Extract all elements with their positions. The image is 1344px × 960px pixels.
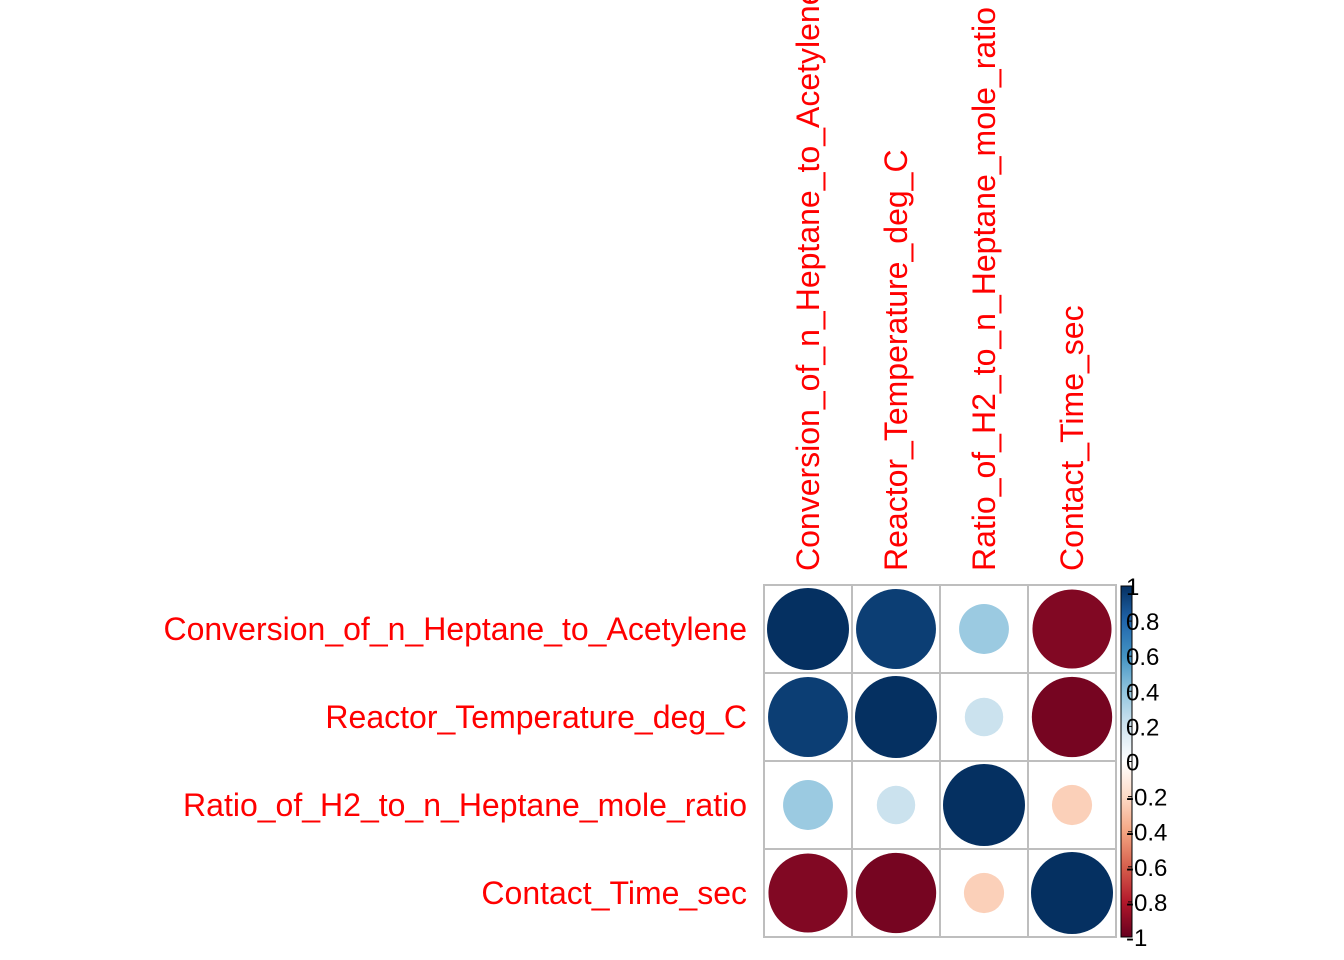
- colorbar-tick-label: -0.8: [1126, 890, 1167, 917]
- correlation-circle: [1031, 676, 1113, 758]
- correlation-circle: [767, 588, 849, 670]
- correlation-circle: [1031, 852, 1113, 934]
- correlation-circle: [856, 589, 936, 669]
- row-labels: Conversion_of_n_Heptane_to_Acetylene Reac…: [163, 611, 747, 911]
- row-label: Conversion_of_n_Heptane_to_Acetylene: [163, 611, 747, 647]
- color-legend: 1 0.8 0.6 0.4 0.2 0 -0.2 -0.4 -0.6 -0.8 -1: [1120, 574, 1167, 952]
- row-label: Contact_Time_sec: [481, 875, 747, 911]
- row-label: Reactor_Temperature_deg_C: [325, 699, 747, 735]
- correlation-circle: [964, 697, 1004, 737]
- colorbar-tick-label: 0.4: [1126, 679, 1159, 706]
- correlation-circle: [768, 853, 848, 933]
- correlation-circle: [943, 764, 1025, 846]
- column-label: Reactor_Temperature_deg_C: [878, 149, 914, 571]
- column-label: Contact_Time_sec: [1054, 305, 1090, 571]
- correlation-circle: [1051, 784, 1093, 826]
- correlation-circle: [783, 780, 833, 830]
- row-label: Ratio_of_H2_to_n_Heptane_mole_ratio: [183, 787, 747, 823]
- correlation-circle: [963, 872, 1005, 914]
- colorbar-tick-label: -0.4: [1126, 820, 1167, 847]
- colorbar-tick-label: 0: [1126, 750, 1139, 777]
- colorbar-tick-label: 0.8: [1126, 609, 1159, 636]
- correlation-circle: [855, 852, 937, 934]
- column-label: Conversion_of_n_Heptane_to_Acetylene: [790, 0, 826, 571]
- correlation-circle: [1032, 589, 1112, 669]
- correlation-circle: [959, 604, 1009, 654]
- column-label: Ratio_of_H2_to_n_Heptane_mole_ratio: [966, 7, 1002, 571]
- correlation-circle: [876, 785, 916, 825]
- colorbar-tick-label: -0.2: [1126, 785, 1167, 812]
- correlation-matrix: [763, 584, 1117, 938]
- colorbar-tick-label: 0.6: [1126, 644, 1159, 671]
- correlation-circle: [855, 676, 937, 758]
- column-labels: Conversion_of_n_Heptane_to_Acetylene Reac…: [790, 0, 1090, 571]
- colorbar-tick-label: -1: [1126, 925, 1147, 952]
- colorbar-tick-label: 1: [1126, 574, 1139, 601]
- correlation-circle: [768, 677, 848, 757]
- colorbar-tick-label: -0.6: [1126, 855, 1167, 882]
- colorbar-tick-label: 0.2: [1126, 714, 1159, 741]
